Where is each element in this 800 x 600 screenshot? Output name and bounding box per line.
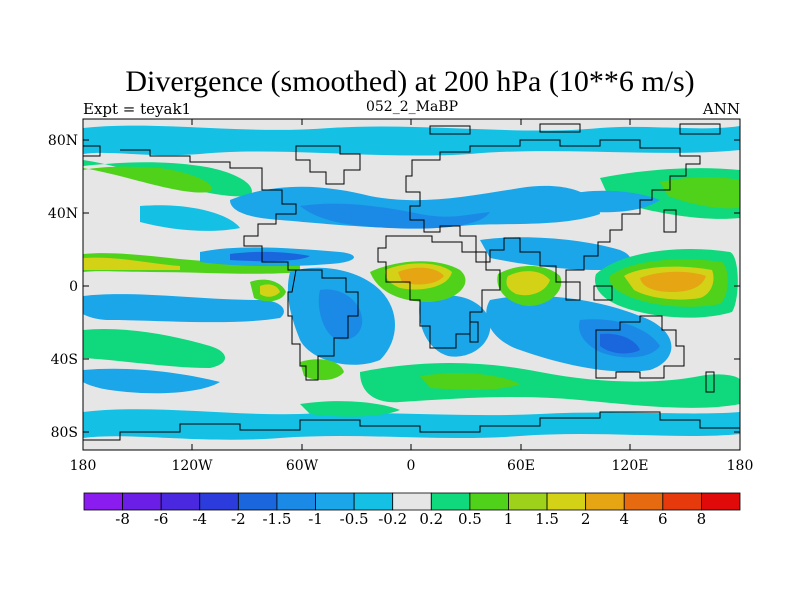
experiment-label: Expt = teyak1 <box>83 100 191 118</box>
coastline-alaska <box>83 145 101 157</box>
x-tick-label: 0 <box>407 458 416 474</box>
colorbar-label: 0.2 <box>419 510 443 528</box>
contour-band <box>83 257 180 270</box>
colorbar-swatch <box>83 492 123 511</box>
x-tick-label: 180 <box>727 458 754 474</box>
season-label: ANN <box>702 100 740 118</box>
colorbar-label: 1.5 <box>535 510 559 528</box>
colorbar-label: 1 <box>504 510 514 528</box>
contour-band <box>419 295 491 357</box>
contour-band <box>560 190 660 213</box>
y-tick-labels: 80N 40N 0 40S 80S <box>48 133 78 441</box>
coastline-se-asia <box>565 281 613 301</box>
coastline-japan <box>663 209 677 233</box>
colorbar-label: 8 <box>697 510 707 528</box>
contour-band <box>506 271 550 296</box>
x-tick-label: 180 <box>70 458 97 474</box>
contour-band <box>300 401 400 417</box>
colorbar-swatch <box>122 492 162 511</box>
colorbar-label: -1 <box>308 510 323 528</box>
coastline-arctic-islands <box>429 123 721 135</box>
colorbar: -8 -6 -4 -2 -1.5 -1 -0.5 -0.2 0.2 0.5 1 1.5 2 4 6 8 <box>83 492 741 528</box>
coastline-south-america <box>287 269 359 381</box>
coastline-australia <box>595 315 685 379</box>
colorbar-label: 6 <box>658 510 668 528</box>
coastline-eurasia-north <box>405 139 701 283</box>
contour-band <box>260 284 280 297</box>
x-tick-label: 120W <box>171 458 213 474</box>
colorbar-swatch <box>662 492 702 511</box>
x-tick-label: 60W <box>286 458 319 474</box>
colorbar-swatch <box>315 492 355 511</box>
axis-ticks <box>83 119 740 450</box>
contour-band <box>300 203 490 229</box>
contour-band <box>83 368 220 394</box>
contour-band <box>140 205 240 231</box>
colorbar-swatch <box>430 492 471 511</box>
y-tick-label: 80S <box>51 425 78 441</box>
x-tick-label: 60E <box>507 458 535 474</box>
colorbar-swatch <box>469 492 509 511</box>
y-tick-label: 0 <box>69 279 78 295</box>
contour-band <box>83 294 284 323</box>
contour-band <box>83 166 212 193</box>
colorbar-swatch <box>160 492 201 511</box>
colorbar-swatch <box>623 492 664 511</box>
contour-band <box>318 289 363 340</box>
colorbar-swatch <box>199 492 239 511</box>
colorbar-label: -0.2 <box>378 510 407 528</box>
coastline-north-america <box>120 149 297 271</box>
contour-band <box>83 328 225 368</box>
colorbar-swatch <box>508 492 548 511</box>
x-tick-labels: 180 120W 60W 0 60E 120E 180 <box>70 458 754 474</box>
colorbar-label: 0.5 <box>458 510 482 528</box>
colorbar-swatch <box>585 492 625 511</box>
colorbar-label: -8 <box>115 510 130 528</box>
colorbar-label: 2 <box>581 510 591 528</box>
coastline-africa <box>377 235 501 349</box>
coastline-new-zealand <box>705 371 715 393</box>
colorbar-label: -0.5 <box>340 510 369 528</box>
contour-band <box>300 359 344 381</box>
y-tick-label: 40N <box>48 206 78 222</box>
colorbar-label: -2 <box>231 510 246 528</box>
coastline-antarctica <box>83 411 740 441</box>
coastline-greenland <box>295 145 361 185</box>
contour-band <box>480 237 631 270</box>
colorbar-swatch <box>353 492 394 511</box>
colorbar-label: 4 <box>619 510 629 528</box>
colorbar-swatch <box>276 492 316 511</box>
colorbar-swatch <box>237 492 278 511</box>
contour-band <box>83 125 740 156</box>
case-label: 052_2_MaBP <box>366 99 458 115</box>
y-tick-label: 40S <box>51 352 78 368</box>
contour-band <box>420 373 520 390</box>
colorbar-swatch <box>546 492 587 511</box>
colorbar-label: -1.5 <box>262 510 291 528</box>
coastline-madagascar <box>469 321 479 343</box>
contour-band <box>230 251 310 262</box>
colorbar-label: -6 <box>154 510 169 528</box>
contour-band <box>398 267 444 285</box>
colorbar-label: -4 <box>192 510 207 528</box>
contour-band <box>660 177 740 209</box>
colorbar-swatch <box>701 492 741 511</box>
y-tick-label: 80N <box>48 133 78 149</box>
contour-band <box>600 333 640 354</box>
figure-title: Divergence (smoothed) at 200 hPa (10**6 … <box>125 65 694 98</box>
contour-band <box>640 271 706 292</box>
colorbar-swatch <box>392 492 432 511</box>
contour-band <box>83 409 740 440</box>
coastlines <box>83 123 740 441</box>
x-tick-label: 120E <box>612 458 649 474</box>
